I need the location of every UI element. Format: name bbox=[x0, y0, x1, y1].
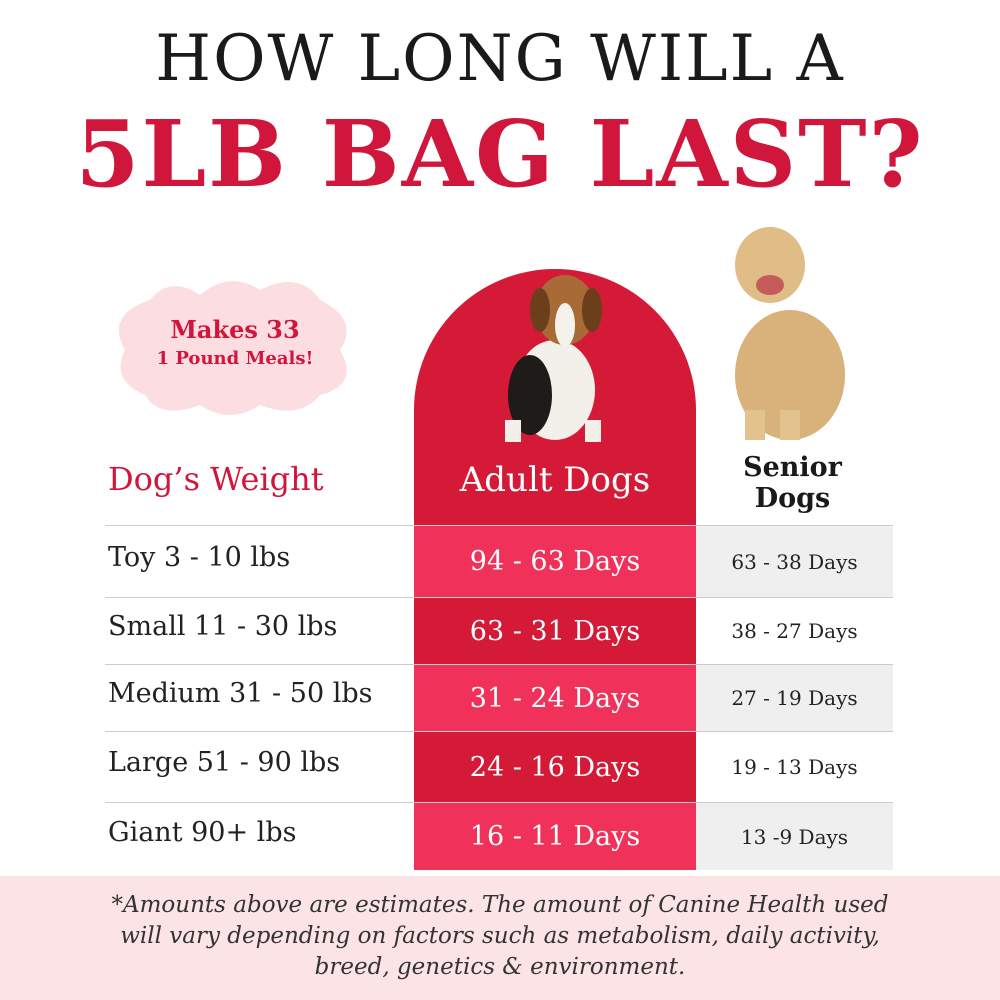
senior-cell: 63 - 38 Days bbox=[696, 526, 893, 597]
senior-cell: 38 - 27 Days bbox=[696, 598, 893, 664]
golden-retriever bbox=[735, 227, 845, 440]
adult-cell: 31 - 24 Days bbox=[414, 665, 696, 731]
column-header: Dog’s Weight bbox=[108, 460, 324, 498]
row-divider bbox=[105, 597, 893, 598]
weight-cell: Small 11 - 30 lbs bbox=[108, 611, 338, 642]
senior-cell: 19 - 13 Days bbox=[696, 732, 893, 802]
row-divider bbox=[105, 525, 893, 526]
adult-cell: 16 - 11 Days bbox=[414, 803, 696, 870]
column-header: Adult Dogs bbox=[459, 460, 651, 500]
weight-cell: Toy 3 - 10 lbs bbox=[108, 541, 291, 573]
adult-cell: 94 - 63 Days bbox=[414, 526, 696, 597]
footnote: *Amounts above are estimates. The amount… bbox=[0, 876, 1000, 1000]
row-divider bbox=[105, 731, 893, 732]
title-line: 5LB BAG LAST? bbox=[75, 100, 925, 208]
badge-line: Makes 33 bbox=[170, 315, 300, 344]
adult-cell: 63 - 31 Days bbox=[414, 598, 696, 664]
senior-cell: 13 -9 Days bbox=[696, 803, 893, 870]
footnote-line: *Amounts above are estimates. The amount… bbox=[111, 892, 889, 918]
title-line: HOW LONG WILL A bbox=[155, 22, 845, 96]
senior-cell: 27 - 19 Days bbox=[696, 665, 893, 731]
badge-blob bbox=[118, 281, 347, 415]
weight-cell: Giant 90+ lbs bbox=[108, 816, 297, 848]
column-header: Senior Dogs bbox=[743, 452, 842, 514]
footnote-line: will vary depending on factors such as m… bbox=[120, 923, 880, 949]
badge-line: 1 Pound Meals! bbox=[156, 348, 314, 369]
row-divider bbox=[105, 802, 893, 803]
beagle bbox=[505, 275, 602, 442]
weight-cell: Large 51 - 90 lbs bbox=[108, 747, 341, 778]
footnote-line: breed, genetics & environment. bbox=[314, 954, 686, 980]
row-divider bbox=[105, 664, 893, 665]
weight-cell: Medium 31 - 50 lbs bbox=[108, 678, 373, 709]
adult-cell: 24 - 16 Days bbox=[414, 732, 696, 802]
